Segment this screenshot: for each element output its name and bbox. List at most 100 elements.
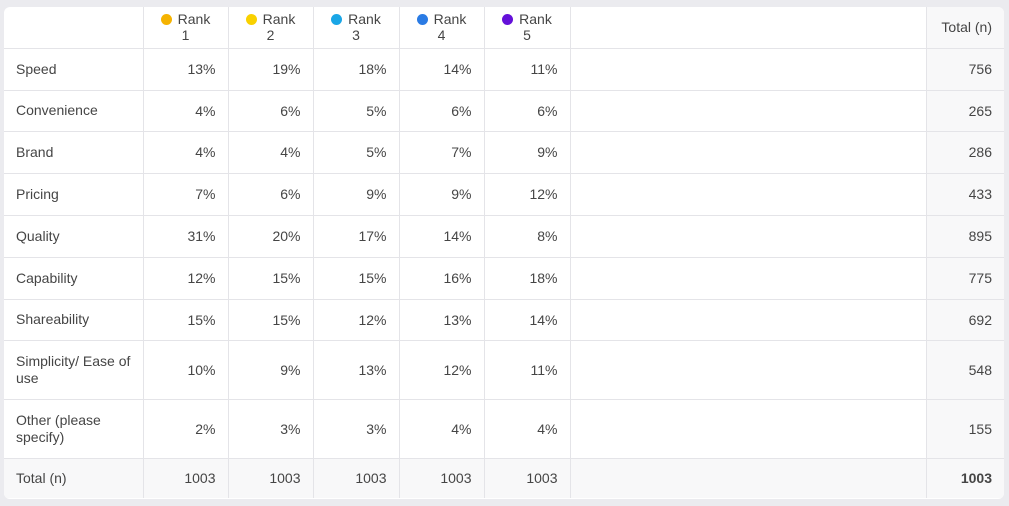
rank-header: Rank 5 <box>484 7 571 49</box>
data-row: Pricing 7% 6% 9% 9% 12% 433 <box>4 173 1004 216</box>
cell-value: 10% <box>143 340 229 400</box>
spacer-cell <box>570 131 927 174</box>
data-row: Shareability 15% 15% 12% 13% 14% 692 <box>4 299 1004 341</box>
cell-value: 18% <box>484 257 571 300</box>
row-total: 775 <box>926 257 1004 300</box>
header-cell <box>4 7 144 49</box>
footer-row: Total (n) 1003 1003 1003 1003 1003 1003 <box>4 458 1004 498</box>
rank-header: Rank 1 <box>143 7 229 49</box>
cell-value: 7% <box>399 131 485 174</box>
row-total: 692 <box>926 299 1004 341</box>
cell-value: 12% <box>313 299 400 341</box>
cell-value: 6% <box>484 90 571 132</box>
cell-value: 20% <box>228 215 314 258</box>
spacer-cell <box>570 48 927 91</box>
cell-value: 6% <box>399 90 485 132</box>
row-label: Convenience <box>4 90 144 132</box>
rank-dot <box>160 14 172 26</box>
cell-value: 11% <box>484 340 571 400</box>
footer-value: 1003 <box>313 458 400 498</box>
row-label: Quality <box>4 215 144 258</box>
row-total: 265 <box>926 90 1004 132</box>
cell-value: 4% <box>143 90 229 132</box>
data-row: Capability 12% 15% 15% 16% 18% 775 <box>4 257 1004 300</box>
ranking-table: Rank 1 Rank 2 Rank 3 Rank 4 Rank 5 Total (n) S… <box>4 7 1004 498</box>
cell-value: 5% <box>313 131 400 174</box>
cell-value: 19% <box>228 48 314 91</box>
cell-value: 8% <box>484 215 571 258</box>
rank-dot <box>245 14 257 26</box>
rank-header: Rank 2 <box>228 7 314 49</box>
spacer-cell <box>570 340 927 400</box>
cell-value: 7% <box>143 173 229 216</box>
total-header: Total (n) <box>926 7 1004 49</box>
footer-value: 1003 <box>143 458 229 498</box>
cell-value: 4% <box>484 399 571 459</box>
data-row: Other (please specify) 2% 3% 3% 4% 4% 155 <box>4 399 1004 459</box>
spacer-cell <box>570 215 927 258</box>
spacer-cell <box>570 173 927 216</box>
cell-value: 9% <box>399 173 485 216</box>
table-card: Rank 1 Rank 2 Rank 3 Rank 4 Rank 5 Total (n) S… <box>4 7 1004 499</box>
cell-value: 13% <box>143 48 229 91</box>
rank-header-text: Rank 3 <box>348 11 381 44</box>
data-row: Quality 31% 20% 17% 14% 8% 895 <box>4 215 1004 258</box>
spacer-cell <box>570 399 927 459</box>
footer-value: 1003 <box>228 458 314 498</box>
row-label: Speed <box>4 48 144 91</box>
cell-value: 3% <box>228 399 314 459</box>
data-row: Speed 13% 19% 18% 14% 11% 756 <box>4 48 1004 91</box>
cell-value: 15% <box>143 299 229 341</box>
rank-header: Rank 4 <box>399 7 485 49</box>
footer-value: 1003 <box>399 458 485 498</box>
data-row: Convenience 4% 6% 5% 6% 6% 265 <box>4 90 1004 132</box>
cell-value: 9% <box>313 173 400 216</box>
data-row: Brand 4% 4% 5% 7% 9% 286 <box>4 131 1004 174</box>
cell-value: 14% <box>399 215 485 258</box>
rank-header-text: Rank 5 <box>519 11 552 44</box>
rank-header: Rank 3 <box>313 7 400 49</box>
row-total: 548 <box>926 340 1004 400</box>
rank-dot <box>502 14 514 26</box>
cell-value: 15% <box>228 299 314 341</box>
row-total: 286 <box>926 131 1004 174</box>
spacer-cell <box>570 90 927 132</box>
rank-dot <box>331 14 343 26</box>
rank-header-text: Rank 1 <box>177 11 211 44</box>
cell-value: 15% <box>228 257 314 300</box>
footer-label: Total (n) <box>4 458 144 498</box>
row-total: 756 <box>926 48 1004 91</box>
cell-value: 4% <box>143 131 229 174</box>
rank-header-text: Rank 4 <box>433 11 467 44</box>
cell-value: 31% <box>143 215 229 258</box>
cell-value: 6% <box>228 173 314 216</box>
row-label: Other (please specify) <box>4 399 144 459</box>
row-label: Brand <box>4 131 144 174</box>
cell-value: 13% <box>313 340 400 400</box>
cell-value: 3% <box>313 399 400 459</box>
cell-value: 4% <box>228 131 314 174</box>
cell-value: 13% <box>399 299 485 341</box>
data-row: Simplicity/ Ease of use 10% 9% 13% 12% 11% 548 <box>4 340 1004 400</box>
cell-value: 12% <box>399 340 485 400</box>
row-total: 433 <box>926 173 1004 216</box>
cell-value: 12% <box>143 257 229 300</box>
spacer-cell <box>570 7 927 49</box>
cell-value: 6% <box>228 90 314 132</box>
cell-value: 18% <box>313 48 400 91</box>
spacer-cell <box>570 299 927 341</box>
cell-value: 14% <box>399 48 485 91</box>
row-label: Capability <box>4 257 144 300</box>
cell-value: 15% <box>313 257 400 300</box>
cell-value: 14% <box>484 299 571 341</box>
cell-value: 2% <box>143 399 229 459</box>
cell-value: 4% <box>399 399 485 459</box>
rank-header-text: Rank 2 <box>262 11 296 44</box>
rank-dot <box>416 14 428 26</box>
spacer-cell <box>570 257 927 300</box>
cell-value: 9% <box>228 340 314 400</box>
spacer-cell <box>570 458 927 498</box>
row-total: 895 <box>926 215 1004 258</box>
row-label: Pricing <box>4 173 144 216</box>
